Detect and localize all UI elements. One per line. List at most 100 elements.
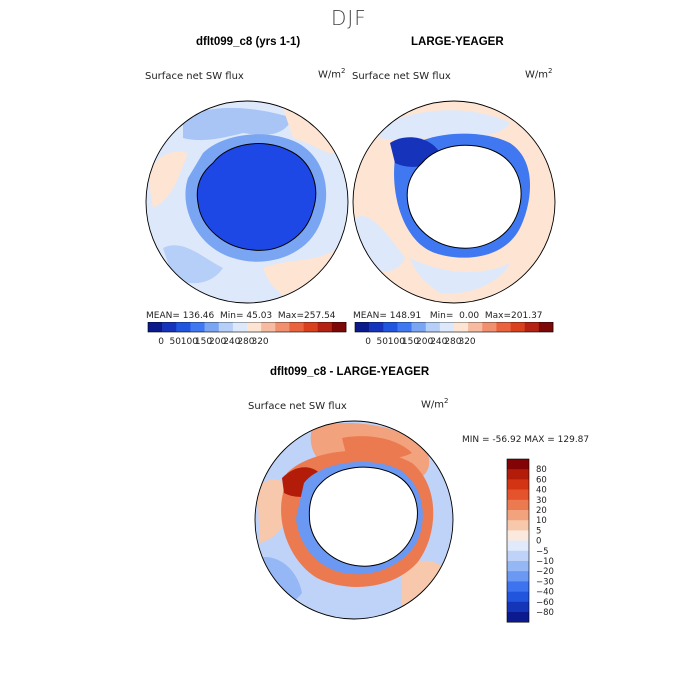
panel1-colorbar-swatch	[162, 322, 177, 332]
panel2-units-base: W/m	[525, 69, 548, 81]
panel2-colorbar-swatch	[454, 322, 469, 332]
panel1-colorbar-swatch	[303, 322, 319, 332]
panel3-colorbar-tick-label: −80	[536, 608, 554, 618]
panel3-colorbar-swatch	[507, 550, 529, 562]
panel3-colorbar-tick-label: 30	[536, 496, 547, 506]
panel1-colorbar-swatch	[176, 322, 191, 332]
panel1-max-label: Max=	[277, 311, 305, 321]
panel1-colorbar-swatch	[289, 322, 304, 332]
panel3-colorbar-swatch	[507, 601, 529, 613]
panel1-units-exp: 2	[341, 67, 346, 75]
panel3-colorbar-tick-label: −60	[536, 598, 554, 608]
panel2-colorbar-tick-label: 320	[458, 337, 475, 347]
panel3-colorbar-swatch	[507, 499, 529, 511]
panel1-colorbar-tick-label: 200	[209, 337, 226, 347]
panel3-colorbar-tick-label: −30	[536, 577, 554, 587]
panel2-mean-label: MEAN=	[353, 311, 387, 321]
panel1-low-band-north	[183, 107, 293, 141]
panel3-colorbar-swatch	[507, 540, 529, 552]
panel3-units-base: W/m	[421, 399, 444, 411]
panel1-units: W/m2	[318, 67, 345, 80]
panel3-colorbar-swatch	[507, 479, 529, 490]
panel3-colorbar-swatch	[507, 530, 529, 541]
panel1-colorbar-swatch	[317, 322, 333, 332]
panel3-units-exp: 2	[444, 397, 449, 405]
panel2-colorbar-tick-label: 0	[365, 337, 371, 347]
panel2-colorbar-swatch	[383, 322, 398, 332]
panel1-map-border	[145, 100, 349, 304]
panel3-colorbar-swatch	[507, 612, 529, 623]
panel3-colorbar-frame	[506, 458, 530, 623]
panel3-colorbar-swatch	[507, 510, 529, 521]
panel2-colorbar-swatch	[369, 322, 384, 332]
panel1-colorbar-swatch	[204, 322, 220, 332]
panel2-colorbar-tick-label: 280	[444, 337, 461, 347]
panel1-subtitle: Surface net SW flux	[145, 71, 244, 82]
panel1-low-band-sw	[163, 245, 223, 284]
panel1-colorbar-swatch	[247, 322, 262, 332]
panel3-colorbar-tick-label: 0	[536, 537, 541, 547]
panel2-colorbar-tick-label: 150	[402, 337, 419, 347]
panel1-colorbar-tick-label: 280	[237, 337, 254, 347]
panel3-colorbar-tick-label: 40	[536, 486, 547, 496]
panel2-max: 201.37	[511, 311, 543, 321]
panel3-colorbar-swatch	[507, 459, 529, 470]
panel3-map-border	[254, 420, 454, 620]
panel3-colorbar-tick-label: 80	[536, 465, 547, 475]
panel1-colorbar-swatch	[275, 322, 290, 332]
panel2-colorbar-tick-label: 50	[376, 337, 388, 347]
panel3-subtitle: Surface net SW flux	[248, 401, 347, 412]
panel3-continent	[308, 466, 418, 567]
panel3-colorbar-swatch	[507, 489, 529, 501]
panel2-colorbar-swatch	[510, 322, 526, 332]
panel2-colorbar-swatch	[397, 322, 412, 332]
panel2-min-label: Min=	[429, 311, 454, 321]
panel3-colorbar-swatch	[507, 469, 529, 480]
panel2-colorbar-swatch	[538, 322, 554, 332]
panel1-colorbar-swatch	[190, 322, 205, 332]
panel3-minmax: MIN = -56.92 MAX = 129.87	[462, 435, 590, 445]
panel1-colorbar-tick-label: 100	[181, 337, 198, 347]
panel2-colorbar-swatch	[355, 322, 370, 332]
panel2-low-band-north	[380, 110, 510, 141]
panel3-colorbar-tick-label: −5	[536, 547, 549, 557]
panel3-map	[254, 420, 454, 620]
panel3-colorbar-tick-label: 5	[536, 526, 541, 536]
panel3-colorbar-tick-label: −10	[536, 557, 554, 567]
panel2-units-exp: 2	[548, 67, 553, 75]
panel1-colorbar-tick-label: 240	[223, 337, 240, 347]
panel2-mean: 148.91	[389, 311, 422, 321]
panel1-high-patch-ne	[283, 108, 343, 155]
panel3-colorbar-swatch	[507, 571, 529, 582]
panel3-colorbar-swatch	[507, 520, 529, 531]
panel2-continent	[406, 144, 522, 249]
panel2-colorbar-swatch	[439, 322, 455, 332]
page-title: DJF	[331, 6, 367, 30]
panel1-mean-label: MEAN=	[146, 311, 180, 321]
panel3-colorbar-tick-label: −40	[536, 588, 554, 598]
panel1-colorbar-frame	[147, 322, 347, 333]
panel1-colorbar-tick-label: 0	[158, 337, 164, 347]
panel2-colorbar-tick-label: 200	[416, 337, 433, 347]
panel1-map	[145, 100, 349, 304]
panel2-colorbar-swatch	[496, 322, 511, 332]
panel2-map	[352, 100, 556, 304]
panel1-colorbar-tick-label: 320	[251, 337, 268, 347]
panel1-high-patch-s	[263, 248, 339, 303]
panel2-colorbar-swatch	[468, 322, 483, 332]
panel3-colorbar-tick-label: 60	[536, 475, 547, 485]
panel3-colorbar-tick-label: 10	[536, 516, 547, 526]
panel2-max-label: Max=	[484, 311, 512, 321]
panel3-colorbar-swatch	[507, 581, 529, 592]
panel2-colorbar-tick-label: 100	[388, 337, 405, 347]
panel3-title: dflt099_c8 - LARGE-YEAGER	[270, 366, 430, 378]
panel1-stats: MEAN= 136.46 Min= 45.03 Max=257.54	[146, 311, 336, 321]
panel2-colorbar-swatch	[482, 322, 497, 332]
panel2-min: 0.00	[459, 311, 480, 321]
panel1-colorbar-tick-label: 50	[169, 337, 181, 347]
panel2-stats: MEAN= 148.91 Min= 0.00 Max=201.37	[353, 311, 543, 321]
panel1-colorbar-swatch	[148, 322, 163, 332]
panel1-colorbar-tick-label: 150	[195, 337, 212, 347]
